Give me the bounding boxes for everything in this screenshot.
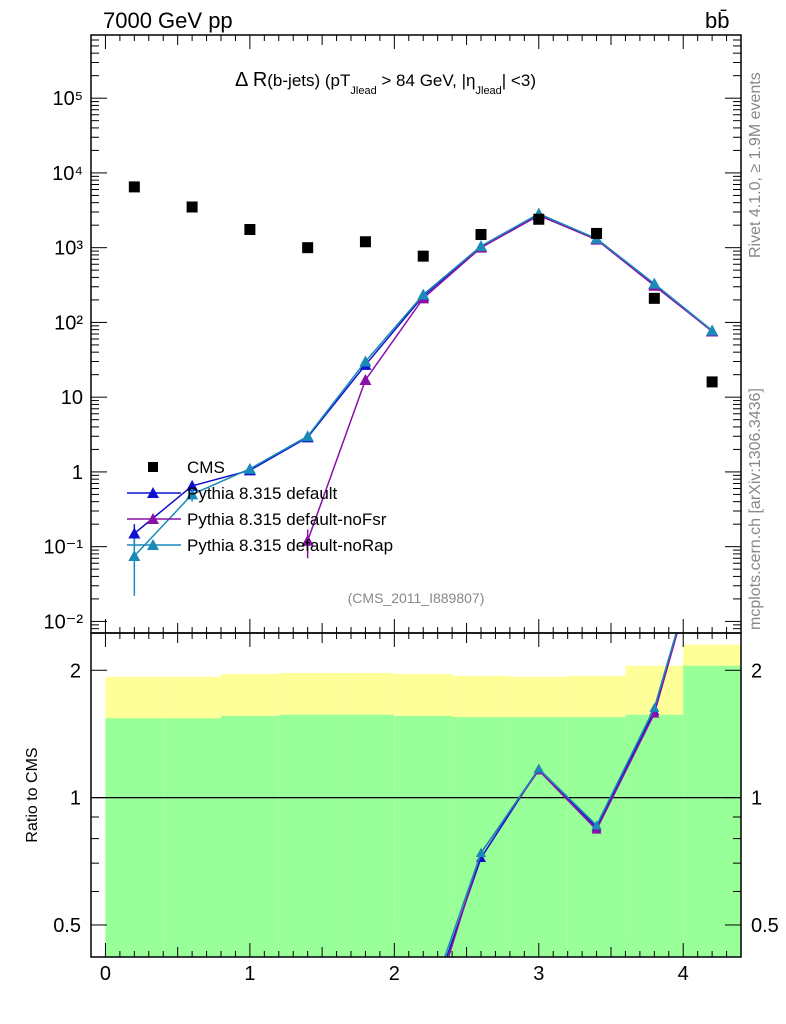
ratio-curves — [443, 633, 678, 957]
legend-label: CMS — [187, 458, 225, 477]
legend-marker — [147, 513, 159, 524]
cms-point — [648, 292, 660, 304]
cms-point — [706, 376, 718, 388]
series-point — [301, 430, 314, 442]
y-tick-label: 10² — [54, 312, 83, 334]
x-tick-label: 1 — [244, 963, 255, 985]
title-part: > 84 GeV, — [377, 71, 462, 90]
series-point — [417, 288, 430, 300]
ratio-point — [649, 708, 660, 718]
y-tick-label: 10⁵ — [52, 88, 83, 110]
y-tick-label: 1 — [72, 462, 83, 484]
green-band-bin — [509, 717, 568, 957]
series-point — [301, 534, 314, 546]
cms-point — [417, 250, 429, 262]
title-part: (b-jets) (pT — [267, 71, 350, 90]
title-part: Jlead — [476, 85, 502, 97]
series-line — [133, 212, 713, 557]
ratio-line — [447, 633, 678, 957]
main-data — [128, 181, 719, 596]
series-point — [359, 355, 372, 367]
ratio-y-axis-label: Ratio to CMS — [24, 747, 41, 842]
ratio-point — [591, 820, 602, 830]
ratio-panel: 0 1 2 3 4 0.5 0.5 1 1 2 2 Ratio to CMS — [24, 632, 779, 985]
green-band-bin — [336, 714, 395, 957]
energy-label: 7000 GeV pp — [103, 8, 233, 33]
cms-point — [475, 229, 487, 241]
x-tick-label: 0 — [100, 963, 111, 985]
x-tick-label: 4 — [678, 963, 689, 985]
title-part: η — [466, 71, 475, 90]
ratio-frame — [90, 632, 742, 958]
y-tick-label: 10 — [61, 387, 83, 409]
ratio-bands — [105, 644, 741, 957]
analysis-label: (CMS_2011_I889807) — [348, 590, 485, 606]
green-band-bin — [278, 714, 337, 957]
series-point — [186, 479, 199, 491]
series-point — [186, 488, 199, 500]
ratio-y-tick-label: 1 — [70, 788, 81, 810]
series-point — [648, 277, 661, 289]
series-point — [359, 373, 372, 385]
series-point — [243, 462, 256, 474]
green-band-bin — [394, 715, 453, 957]
process-label: bb̄ — [705, 8, 730, 33]
cms-point — [591, 227, 603, 239]
ratio-y-tick-label-right: 1 — [751, 788, 762, 810]
ratio-y-tick-label: 2 — [70, 660, 81, 682]
legend-label: Pythia 8.315 default-noFsr — [187, 510, 387, 529]
green-band-bin — [567, 717, 626, 957]
y-tick-label: 10³ — [54, 238, 83, 260]
legend-marker — [148, 462, 158, 472]
x-tick-label: 2 — [389, 963, 400, 985]
y-tick-label: 10⁻¹ — [44, 537, 84, 559]
x-tick-label: 3 — [533, 963, 544, 985]
title-part: Δ R — [235, 69, 267, 91]
plot-title: Δ R(b-jets) (pTJlead > 84 GeV, |ηJlead| … — [235, 69, 536, 97]
cms-point — [186, 201, 198, 213]
green-band-bin — [452, 717, 510, 957]
series-point — [128, 550, 141, 562]
title-part: Jlead — [350, 85, 376, 97]
legend-marker — [147, 539, 159, 550]
cms-point — [302, 242, 314, 254]
y-tick-label: 10⁻² — [44, 611, 84, 633]
ratio-y-tick-label: 0.5 — [53, 915, 81, 937]
series-line — [306, 214, 713, 542]
legend: CMS Pythia 8.315 default Pythia 8.315 defa… — [127, 458, 393, 555]
green-band-bin — [105, 718, 164, 957]
ratio-y-tick-label-right: 0.5 — [751, 915, 779, 937]
ratio-line — [443, 633, 677, 957]
cms-point — [359, 236, 371, 248]
ratio-point — [533, 763, 544, 773]
series-point — [706, 324, 719, 336]
series-point — [128, 527, 141, 539]
green-band-bin — [221, 715, 279, 957]
green-band-bin — [625, 714, 684, 957]
legend-label: Pythia 8.315 default-noRap — [187, 536, 393, 555]
legend-label: Pythia 8.315 default — [187, 484, 338, 503]
legend-marker — [147, 487, 159, 498]
green-band-bin — [683, 665, 741, 957]
ratio-point — [476, 847, 486, 857]
series-point — [475, 240, 487, 252]
green-band-bin — [163, 718, 221, 957]
ratio-point — [649, 702, 660, 712]
cms-point — [533, 213, 545, 225]
y-tick-label: 10⁴ — [52, 163, 83, 185]
ratio-y-tick-label-right: 2 — [751, 660, 762, 682]
cms-point — [244, 224, 256, 236]
cms-point — [128, 181, 140, 193]
title-part: | — [462, 71, 466, 90]
title-part: | <3) — [502, 71, 536, 90]
